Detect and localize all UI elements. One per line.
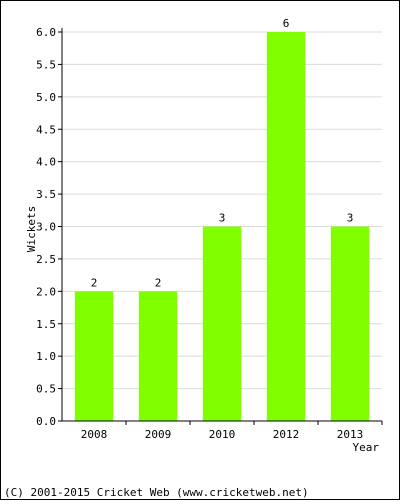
data-label-2008: 2 — [91, 276, 98, 289]
y-tick-label: 4.0 — [36, 156, 56, 169]
x-tick-label-2010: 2010 — [209, 428, 236, 441]
data-label-2013: 3 — [347, 212, 354, 225]
y-tick-label: 3.5 — [36, 188, 56, 201]
y-axis-label: Wickets — [25, 206, 38, 252]
bar-2013 — [330, 226, 370, 421]
axes — [58, 28, 383, 425]
copyright-footer: (C) 2001-2015 Cricket Web (www.cricketwe… — [4, 486, 309, 499]
x-tick-label-2008: 2008 — [81, 428, 108, 441]
x-tick-label-2009: 2009 — [145, 428, 172, 441]
y-tick-label: 2.0 — [36, 285, 56, 298]
y-tick-label: 4.5 — [36, 123, 56, 136]
data-label-2009: 2 — [155, 276, 162, 289]
x-tick-label-2012: 2012 — [273, 428, 300, 441]
y-tick-label: 3.0 — [36, 221, 56, 234]
y-tick-label: 1.5 — [36, 318, 56, 331]
bar-2010 — [202, 226, 242, 421]
x-tick-label-2013: 2013 — [337, 428, 364, 441]
y-tick-label: 0.5 — [36, 383, 56, 396]
bars — [74, 32, 370, 421]
bar-2012 — [266, 32, 306, 421]
bar-2009 — [138, 291, 178, 421]
data-label-2010: 3 — [219, 212, 226, 225]
y-tick-label: 6.0 — [36, 26, 56, 39]
y-tick-label: 5.5 — [36, 58, 56, 71]
y-tick-label: 5.0 — [36, 91, 56, 104]
labels: 0.0 0.5 1.0 1.5 2.0 2.5 3.0 3.5 4.0 4.5 5.0 5.5 6.0 2… — [36, 17, 363, 441]
y-tick-label: 2.5 — [36, 253, 56, 266]
bar-2008 — [74, 291, 114, 421]
y-tick-label: 1.0 — [36, 350, 56, 363]
x-axis-label: Year — [353, 441, 380, 454]
data-label-2012: 6 — [283, 17, 290, 30]
y-tick-label: 0.0 — [36, 415, 56, 428]
